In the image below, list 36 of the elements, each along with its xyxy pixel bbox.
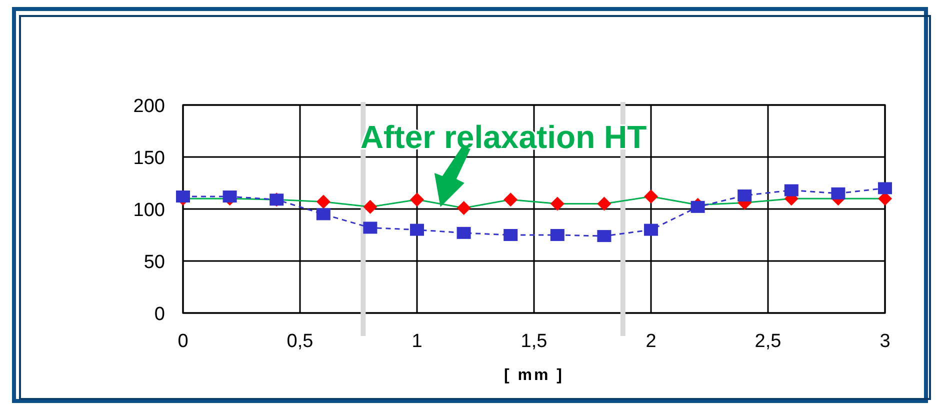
point [316,194,330,209]
x-tick-label: 3 [880,331,890,352]
point [316,208,330,220]
y-tick-label: 150 [133,148,165,169]
point [784,184,798,196]
x-tick-label: 2 [646,331,656,352]
point [410,192,424,207]
point [597,196,612,211]
point [644,224,658,236]
x-tick-label: 1 [412,331,422,352]
y-tick-label: 0 [154,304,165,325]
point [878,182,892,194]
point [644,190,658,204]
x-tick-label: 2,5 [754,331,782,352]
point [363,222,378,234]
point [690,200,705,213]
point [456,200,471,215]
x-tick-label: 0 [178,331,188,352]
point [176,190,190,203]
point [550,196,564,211]
x-tick-label: 0,5 [286,331,314,352]
point [222,190,237,203]
point [504,192,518,207]
point [831,187,846,200]
point [738,189,752,202]
y-tick-label: 100 [133,200,165,221]
x-axis-title: [ mm ] [504,367,564,384]
y-tick-label: 50 [144,252,165,273]
point [504,229,518,241]
x-tick-label: 1,5 [520,331,548,352]
y-tick-label: 200 [133,96,165,117]
point [363,200,378,214]
point [410,224,424,236]
point [550,229,564,241]
point [456,226,471,239]
point [597,230,612,242]
